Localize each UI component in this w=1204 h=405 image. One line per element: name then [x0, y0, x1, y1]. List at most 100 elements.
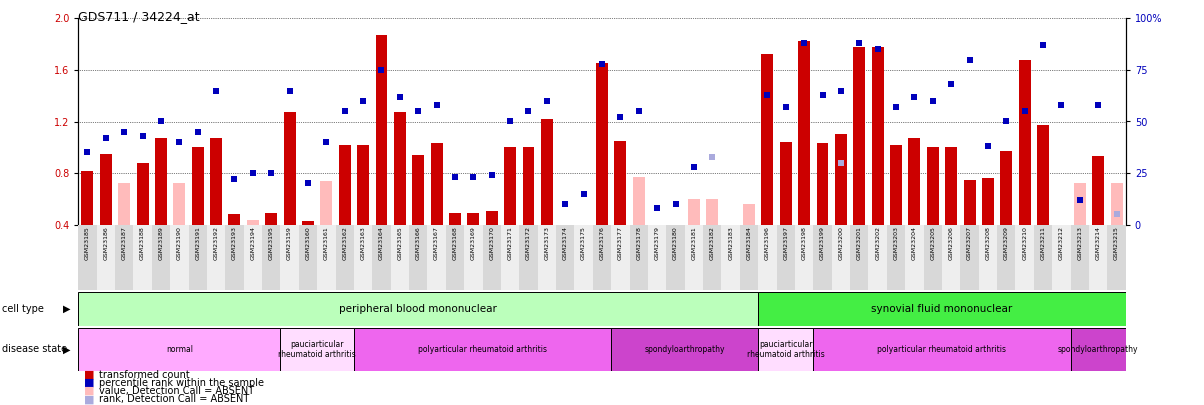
Bar [1110, 183, 1122, 225]
Bar [189, 225, 207, 290]
Bar [759, 225, 777, 290]
Text: peripheral blood mononuclear: peripheral blood mononuclear [340, 304, 497, 314]
Bar [1037, 126, 1049, 225]
Text: GSM23197: GSM23197 [784, 226, 789, 260]
Bar [1015, 225, 1034, 290]
Text: ■: ■ [84, 378, 95, 388]
Bar [887, 225, 905, 290]
Text: GSM23174: GSM23174 [562, 226, 568, 260]
Bar [905, 225, 923, 290]
Bar [739, 225, 759, 290]
Bar [211, 138, 222, 225]
Bar [780, 142, 792, 225]
Bar [116, 225, 134, 290]
Bar [372, 225, 390, 290]
Text: value, Detection Call = ABSENT: value, Detection Call = ABSENT [99, 386, 254, 396]
Bar [814, 328, 1070, 371]
Text: GSM23200: GSM23200 [838, 226, 843, 260]
Bar [467, 213, 479, 225]
Text: GSM23202: GSM23202 [875, 226, 880, 260]
Bar [703, 225, 721, 290]
Text: GSM23169: GSM23169 [471, 226, 476, 260]
Bar [100, 154, 112, 225]
Text: GSM23205: GSM23205 [931, 226, 936, 260]
Bar [814, 225, 832, 290]
Bar [798, 41, 810, 225]
Text: GSM23177: GSM23177 [618, 226, 622, 260]
Bar [485, 211, 497, 225]
Text: GSM23207: GSM23207 [967, 226, 972, 260]
Bar [78, 292, 759, 326]
Text: GSM23187: GSM23187 [122, 226, 126, 260]
Bar [207, 225, 225, 290]
Bar [358, 145, 370, 225]
Bar [336, 225, 354, 290]
Bar [927, 147, 939, 225]
Text: GSM23208: GSM23208 [985, 226, 991, 260]
Bar [982, 178, 993, 225]
Text: GSM23186: GSM23186 [104, 226, 108, 260]
Text: GSM23183: GSM23183 [728, 226, 733, 260]
Text: GSM23171: GSM23171 [508, 226, 513, 260]
Text: GSM23201: GSM23201 [857, 226, 862, 260]
Bar [409, 225, 427, 290]
Text: GSM23212: GSM23212 [1060, 226, 1064, 260]
Bar [1001, 151, 1013, 225]
Bar [317, 225, 336, 290]
Bar [390, 225, 409, 290]
Text: spondyloarthropathy: spondyloarthropathy [644, 345, 725, 354]
Text: GSM23214: GSM23214 [1096, 226, 1100, 260]
Bar [854, 47, 866, 225]
Bar [320, 181, 332, 225]
Bar [431, 143, 443, 225]
Text: ▶: ▶ [63, 344, 70, 354]
Text: GSM23175: GSM23175 [582, 226, 586, 260]
Text: spondyloarthropathy: spondyloarthropathy [1058, 345, 1139, 354]
Bar [687, 199, 700, 225]
Text: polyarticular rheumatoid arthritis: polyarticular rheumatoid arthritis [878, 345, 1007, 354]
Bar [284, 113, 295, 225]
Bar [942, 225, 961, 290]
Bar [445, 225, 465, 290]
Bar [78, 328, 281, 371]
Text: normal: normal [166, 345, 193, 354]
Bar [136, 163, 148, 225]
Bar [1034, 225, 1052, 290]
Text: GSM23179: GSM23179 [655, 226, 660, 260]
Bar [243, 225, 262, 290]
Text: GSM23167: GSM23167 [435, 226, 439, 260]
Bar [834, 134, 846, 225]
Text: cell type: cell type [2, 304, 45, 314]
Text: pauciarticular
rheumatoid arthritis: pauciarticular rheumatoid arthritis [746, 340, 825, 359]
Text: GSM23180: GSM23180 [673, 226, 678, 260]
Text: percentile rank within the sample: percentile rank within the sample [99, 378, 264, 388]
Bar [354, 328, 612, 371]
Text: GSM23189: GSM23189 [159, 226, 164, 260]
Text: GDS711 / 34224_at: GDS711 / 34224_at [78, 10, 200, 23]
Text: GSM23181: GSM23181 [691, 226, 696, 260]
Text: GSM23176: GSM23176 [600, 226, 604, 260]
Bar [868, 225, 887, 290]
Text: ■: ■ [84, 394, 95, 404]
Bar [152, 225, 170, 290]
Bar [909, 138, 920, 225]
Bar [173, 183, 185, 225]
Text: GSM23182: GSM23182 [710, 226, 715, 260]
Bar [225, 225, 243, 290]
Bar [761, 54, 773, 225]
Text: GSM23168: GSM23168 [453, 226, 458, 260]
Text: GSM23178: GSM23178 [636, 226, 642, 260]
Text: pauciarticular
rheumatoid arthritis: pauciarticular rheumatoid arthritis [278, 340, 356, 359]
Bar [265, 213, 277, 225]
Bar [302, 221, 314, 225]
Bar [1108, 225, 1126, 290]
Bar [465, 225, 483, 290]
Bar [449, 213, 461, 225]
Bar [759, 328, 814, 371]
Bar [354, 225, 372, 290]
Text: GSM23188: GSM23188 [140, 226, 144, 260]
Text: GSM23199: GSM23199 [820, 226, 825, 260]
Text: GSM23159: GSM23159 [287, 226, 293, 260]
Bar [191, 147, 203, 225]
Bar [633, 177, 644, 225]
